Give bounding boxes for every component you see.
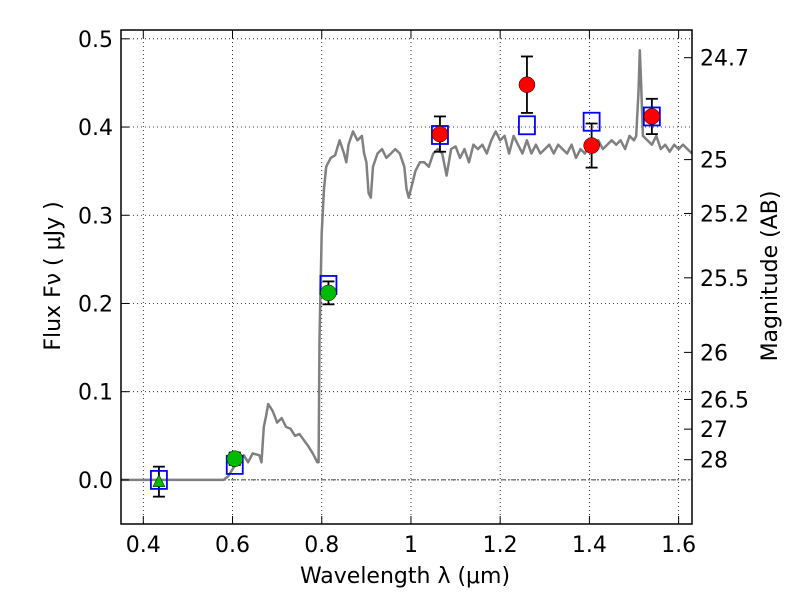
y-tick-label: 0.3 (78, 204, 113, 229)
data-markers (150, 76, 661, 490)
x-tick-label: 0.8 (304, 533, 339, 558)
model-point-square (518, 115, 536, 136)
y-tick-label: 0.0 (78, 469, 113, 494)
red-circle-marker (518, 76, 536, 93)
magnitude-tick-label: 26 (700, 341, 728, 366)
x-tick-label: 1.4 (572, 533, 607, 558)
green-circle-marker (320, 284, 337, 302)
red-circle-marker (643, 108, 661, 125)
plot-frame (120, 29, 693, 525)
magnitude-tick-label: 27 (700, 418, 728, 443)
axis-ticks (121, 30, 692, 524)
red-circle-marker (431, 125, 449, 143)
magnitude-axis-title: Magnitude (AB) (758, 191, 783, 362)
y-tick-labels: 0.0 0.1 0.2 0.3 0.4 0.5 (78, 28, 113, 494)
red-circle-marker (583, 137, 600, 154)
magnitude-tick-labels: 24.7 25 25.2 25.5 26 26.5 27 28 (700, 47, 749, 474)
model-spectrum-line (121, 49, 693, 482)
magnitude-tick-label: 25.5 (700, 267, 749, 292)
x-tick-label: 0.4 (126, 533, 161, 558)
model-point-square (582, 111, 601, 132)
x-tick-label: 1.2 (483, 533, 518, 558)
y-tick-label: 0.5 (78, 28, 113, 53)
y-tick-label: 0.2 (78, 292, 113, 317)
model-point-square (150, 469, 168, 490)
x-tick-label: 1.6 (661, 533, 696, 558)
magnitude-tick-label: 24.7 (700, 47, 749, 72)
green-triangle-marker (152, 474, 166, 487)
x-tick-label: 1 (404, 533, 418, 558)
magnitude-tick-label: 26.5 (700, 388, 749, 413)
magnitude-tick-label: 25 (700, 149, 728, 174)
y-tick-label: 0.4 (78, 116, 113, 141)
green-circle-marker (226, 450, 244, 467)
y-axis-title: Flux Fν ( μJy ) (41, 201, 66, 350)
magnitude-tick-label: 25.2 (700, 202, 749, 227)
x-tick-labels: 0.4 0.6 0.8 1 1.2 1.4 1.6 (126, 533, 696, 558)
x-tick-label: 0.6 (215, 533, 250, 558)
x-axis-title: Wavelength λ (μm) (300, 564, 510, 589)
y-tick-label: 0.1 (78, 381, 113, 406)
magnitude-tick-label: 28 (700, 449, 728, 474)
